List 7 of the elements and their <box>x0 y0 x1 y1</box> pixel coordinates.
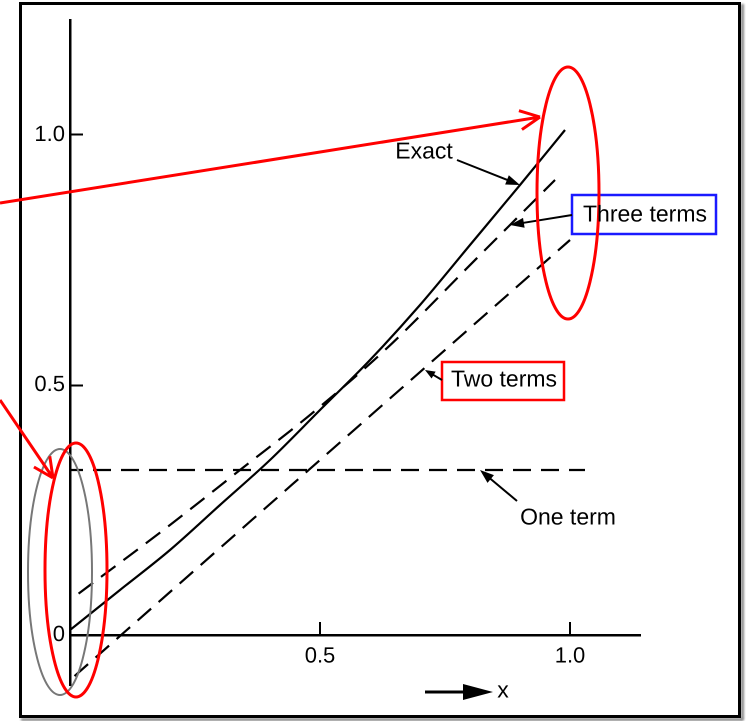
y-tick-label: 0.5 <box>34 371 65 396</box>
y-tick-label: 1.0 <box>34 121 65 146</box>
x-axis-title: x <box>497 676 509 702</box>
annotation: Exact <box>395 138 453 164</box>
annotation: One term <box>520 504 616 530</box>
y-tick-label: 0 <box>52 621 65 646</box>
annotation: Two terms <box>450 366 558 392</box>
